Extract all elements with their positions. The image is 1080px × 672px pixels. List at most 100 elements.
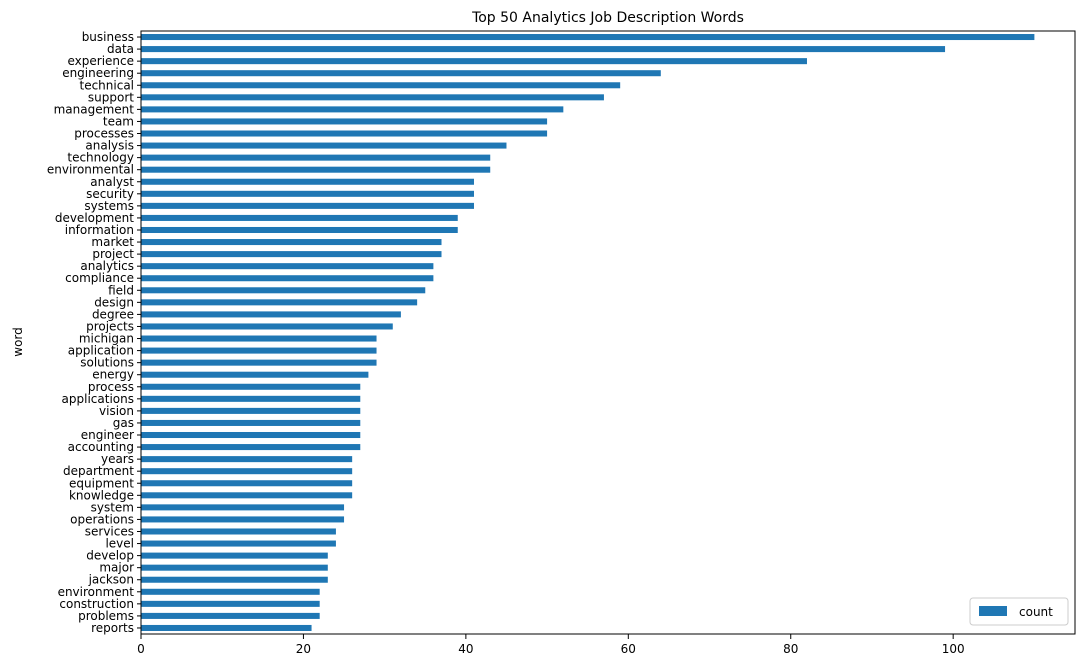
bar-process — [141, 383, 361, 390]
bar-solutions — [141, 359, 377, 366]
y-tick-label: engineer — [81, 428, 134, 442]
y-tick-label: major — [99, 561, 134, 575]
legend: count — [969, 597, 1069, 626]
y-tick-label: equipment — [69, 476, 134, 490]
y-tick-label: projects — [86, 319, 134, 333]
y-tick-label: gas — [113, 416, 134, 430]
y-tick-label: processes — [74, 127, 134, 141]
y-tick-label: technology — [67, 151, 134, 165]
x-tick-label: 20 — [296, 642, 311, 656]
bar-major — [141, 564, 328, 571]
y-tick-label: design — [94, 295, 134, 309]
x-tick-label: 0 — [137, 642, 145, 656]
y-tick-label: applications — [62, 392, 134, 406]
bar-degree — [141, 311, 401, 318]
bar-construction — [141, 600, 320, 607]
x-tick-label: 40 — [458, 642, 473, 656]
bar-compliance — [141, 275, 434, 282]
y-tick-label: support — [88, 90, 134, 104]
bar-system — [141, 504, 345, 511]
bar-security — [141, 190, 474, 197]
y-tick-label: operations — [70, 512, 134, 526]
y-tick-label: environment — [58, 585, 135, 599]
bar-processes — [141, 130, 548, 137]
bar-reports — [141, 624, 312, 631]
y-tick-label: environmental — [47, 163, 134, 177]
y-tick-labels: businessdataexperienceengineeringtechnic… — [47, 30, 141, 635]
bar-data — [141, 46, 946, 53]
bar-analytics — [141, 263, 434, 270]
bar-support — [141, 94, 604, 101]
y-tick-label: problems — [78, 609, 134, 623]
bar-energy — [141, 371, 369, 378]
y-tick-label: services — [85, 524, 134, 538]
y-tick-label: department — [63, 464, 134, 478]
y-tick-label: team — [103, 114, 134, 128]
bar-michigan — [141, 335, 377, 342]
y-tick-label: development — [55, 211, 134, 225]
y-tick-label: analysis — [85, 139, 134, 153]
y-tick-label: system — [91, 500, 134, 514]
bar-market — [141, 239, 442, 246]
y-tick-label: degree — [92, 307, 134, 321]
bar-jackson — [141, 576, 328, 583]
bar-services — [141, 528, 336, 535]
bar-applications — [141, 395, 361, 402]
bar-design — [141, 299, 418, 306]
bar-technology — [141, 154, 491, 161]
y-tick-label: level — [105, 537, 134, 551]
bar-equipment — [141, 480, 353, 487]
y-tick-label: analyst — [90, 175, 134, 189]
bar-projects — [141, 323, 393, 330]
y-tick-label: energy — [92, 368, 134, 382]
x-tick-label: 80 — [783, 642, 798, 656]
y-tick-label: application — [68, 344, 134, 358]
y-axis-label: word — [11, 327, 25, 357]
bar-environmental — [141, 166, 491, 173]
bar-develop — [141, 552, 328, 559]
y-tick-label: systems — [84, 199, 134, 213]
bar-operations — [141, 516, 345, 523]
y-tick-label: years — [101, 452, 134, 466]
bar-gas — [141, 419, 361, 426]
bar-team — [141, 118, 548, 125]
x-tick-label: 100 — [942, 642, 965, 656]
y-tick-label: construction — [59, 597, 134, 611]
y-tick-label: michigan — [79, 332, 134, 346]
y-tick-label: analytics — [80, 259, 134, 273]
bar-analysis — [141, 142, 507, 149]
y-tick-label: knowledge — [69, 488, 134, 502]
bar-field — [141, 287, 426, 294]
chart-title: Top 50 Analytics Job Description Words — [471, 10, 744, 26]
y-tick-label: engineering — [62, 66, 134, 80]
bar-project — [141, 251, 442, 258]
bar-accounting — [141, 444, 361, 451]
y-tick-label: accounting — [68, 440, 134, 454]
bar-level — [141, 540, 336, 547]
x-tick-label: 60 — [621, 642, 636, 656]
y-tick-label: compliance — [65, 271, 134, 285]
plot-frame — [140, 30, 1076, 635]
bar-systems — [141, 202, 474, 209]
y-tick-label: solutions — [80, 356, 134, 370]
bar-analyst — [141, 178, 474, 185]
bar-technical — [141, 82, 621, 89]
bar-years — [141, 456, 353, 463]
y-tick-label: reports — [91, 621, 134, 635]
bar-development — [141, 214, 458, 221]
legend-label: count — [1019, 605, 1053, 619]
bar-business — [141, 34, 1035, 41]
bar-experience — [141, 58, 807, 65]
bar-knowledge — [141, 492, 353, 499]
bar-application — [141, 347, 377, 354]
y-tick-label: security — [86, 187, 134, 201]
y-tick-label: market — [91, 235, 134, 249]
y-tick-label: process — [88, 380, 134, 394]
y-tick-label: develop — [86, 549, 134, 563]
y-tick-label: data — [107, 42, 134, 56]
bar-problems — [141, 612, 320, 619]
y-tick-label: field — [108, 283, 134, 297]
bars-group — [141, 34, 1035, 631]
